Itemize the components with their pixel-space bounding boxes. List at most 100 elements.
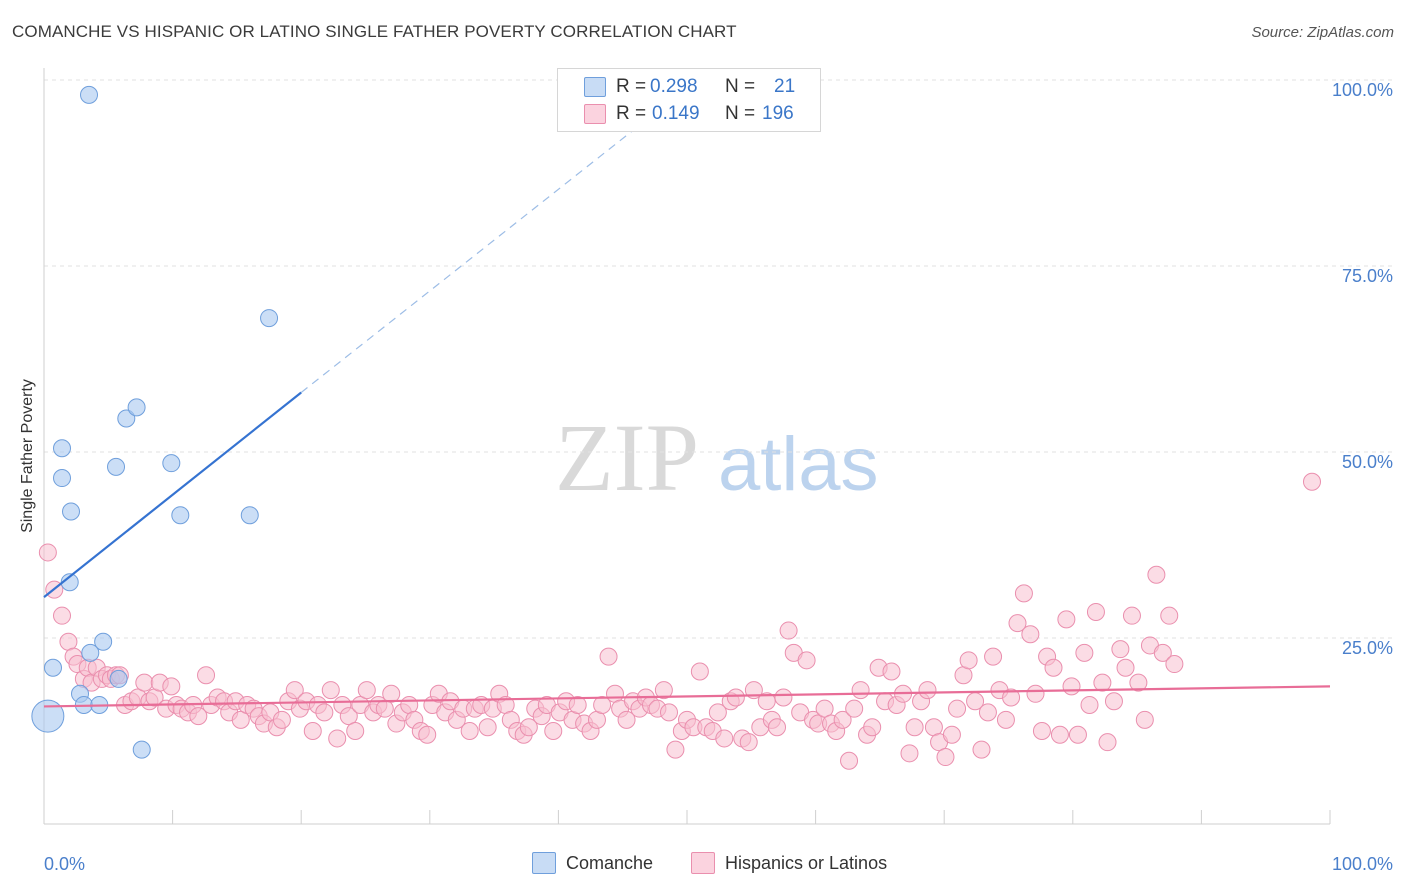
data-point-hispanic[interactable] <box>779 621 798 640</box>
data-point-hispanic[interactable] <box>339 707 358 726</box>
data-point-hispanic[interactable] <box>1032 722 1051 740</box>
data-point-hispanic[interactable] <box>918 681 937 700</box>
data-point-hispanic[interactable] <box>978 703 997 722</box>
data-point-hispanic[interactable] <box>959 651 978 670</box>
data-point-hispanic[interactable] <box>948 699 967 718</box>
data-point-comanche[interactable] <box>94 632 113 651</box>
data-point-hispanic[interactable] <box>1129 673 1148 692</box>
data-point-hispanic[interactable] <box>303 722 322 740</box>
data-point-hispanic[interactable] <box>197 666 216 685</box>
data-point-hispanic[interactable] <box>768 718 787 737</box>
data-point-hispanic[interactable] <box>936 748 955 767</box>
data-point-hispanic[interactable] <box>272 710 291 729</box>
data-point-hispanic[interactable] <box>972 740 991 759</box>
data-point-hispanic[interactable] <box>1080 695 1099 714</box>
data-point-hispanic[interactable] <box>840 751 859 770</box>
data-point-hispanic[interactable] <box>984 647 1003 666</box>
data-point-hispanic[interactable] <box>1026 684 1045 703</box>
data-point-hispanic[interactable] <box>757 692 776 711</box>
data-point-comanche[interactable] <box>162 454 181 473</box>
data-point-hispanic[interactable] <box>659 703 678 722</box>
data-point-comanche[interactable] <box>132 740 151 759</box>
data-point-hispanic[interactable] <box>708 703 727 722</box>
data-point-hispanic[interactable] <box>1002 688 1021 707</box>
data-point-hispanic[interactable] <box>382 684 401 703</box>
data-point-hispanic[interactable] <box>1008 614 1027 633</box>
data-point-hispanic[interactable] <box>1153 643 1172 662</box>
data-point-comanche[interactable] <box>117 409 136 428</box>
data-point-hispanic[interactable] <box>1057 610 1076 629</box>
data-point-hispanic[interactable] <box>418 725 437 744</box>
data-point-comanche[interactable] <box>109 669 128 688</box>
data-point-hispanic[interactable] <box>739 733 758 752</box>
data-point-comanche[interactable] <box>44 658 63 677</box>
data-point-hispanic[interactable] <box>544 722 563 740</box>
data-point-hispanic[interactable] <box>863 718 882 737</box>
legend-item-comanche[interactable]: Comanche <box>532 852 653 874</box>
data-point-hispanic[interactable] <box>315 703 334 722</box>
legend-item-hispanics[interactable]: Hispanics or Latinos <box>691 852 887 874</box>
data-point-hispanic[interactable] <box>346 722 365 740</box>
data-point-hispanic[interactable] <box>135 673 154 692</box>
data-point-hispanic[interactable] <box>1050 725 1069 744</box>
data-point-hispanic[interactable] <box>519 718 538 737</box>
data-point-hispanic[interactable] <box>942 725 961 744</box>
data-point-hispanic[interactable] <box>189 707 208 726</box>
data-point-hispanic[interactable] <box>53 606 72 625</box>
data-point-hispanic[interactable] <box>478 718 497 737</box>
data-point-hispanic[interactable] <box>38 543 57 562</box>
data-point-hispanic[interactable] <box>1075 643 1094 662</box>
data-point-hispanic[interactable] <box>900 744 919 763</box>
data-point-hispanic[interactable] <box>905 718 924 737</box>
data-point-hispanic[interactable] <box>815 699 834 718</box>
data-point-hispanic[interactable] <box>1104 692 1123 711</box>
data-point-hispanic[interactable] <box>1147 565 1166 584</box>
data-point-hispanic[interactable] <box>1122 606 1141 625</box>
data-point-comanche[interactable] <box>80 85 99 104</box>
data-point-hispanic[interactable] <box>460 722 479 740</box>
data-point-hispanic[interactable] <box>726 688 745 707</box>
data-point-comanche[interactable] <box>260 309 279 328</box>
data-point-hispanic[interactable] <box>1160 606 1179 625</box>
data-point-hispanic[interactable] <box>1014 584 1033 603</box>
data-point-hispanic[interactable] <box>845 699 864 718</box>
data-point-hispanic[interactable] <box>654 681 673 700</box>
data-point-hispanic[interactable] <box>617 710 636 729</box>
data-point-hispanic[interactable] <box>599 647 618 666</box>
data-point-hispanic[interactable] <box>690 662 709 681</box>
data-point-hispanic[interactable] <box>666 740 685 759</box>
data-point-comanche[interactable] <box>53 439 72 458</box>
data-point-hispanic[interactable] <box>1116 658 1135 677</box>
data-point-hispanic[interactable] <box>285 681 304 700</box>
data-point-hispanic[interactable] <box>882 662 901 681</box>
data-point-hispanic[interactable] <box>1135 710 1154 729</box>
data-point-comanche[interactable] <box>171 506 190 525</box>
data-point-hispanic[interactable] <box>797 651 816 670</box>
data-point-hispanic[interactable] <box>1044 658 1063 677</box>
data-point-hispanic[interactable] <box>1062 677 1081 696</box>
data-point-hispanic[interactable] <box>851 681 870 700</box>
data-point-comanche[interactable] <box>62 502 81 521</box>
data-point-hispanic[interactable] <box>593 695 612 714</box>
data-point-comanche[interactable] <box>127 398 146 417</box>
data-point-hispanic[interactable] <box>1111 640 1130 659</box>
data-point-hispanic[interactable] <box>1098 733 1117 752</box>
data-point-hispanic[interactable] <box>328 729 347 748</box>
data-point-hispanic[interactable] <box>1021 625 1040 644</box>
data-point-hispanic[interactable] <box>321 681 340 700</box>
data-point-hispanic[interactable] <box>774 688 793 707</box>
data-point-comanche[interactable] <box>81 643 100 662</box>
data-point-hispanic[interactable] <box>1086 602 1105 621</box>
data-point-hispanic[interactable] <box>568 695 587 714</box>
data-point-hispanic[interactable] <box>833 710 852 729</box>
data-point-hispanic[interactable] <box>1302 472 1321 491</box>
data-point-comanche[interactable] <box>31 699 65 733</box>
data-point-hispanic[interactable] <box>1068 725 1087 744</box>
data-point-hispanic[interactable] <box>715 729 734 748</box>
data-point-comanche[interactable] <box>240 506 259 525</box>
data-point-hispanic[interactable] <box>231 710 250 729</box>
data-point-hispanic[interactable] <box>1093 673 1112 692</box>
data-point-comanche[interactable] <box>53 469 72 488</box>
source-label[interactable]: Source: ZipAtlas.com <box>1251 24 1394 41</box>
data-point-hispanic[interactable] <box>996 710 1015 729</box>
